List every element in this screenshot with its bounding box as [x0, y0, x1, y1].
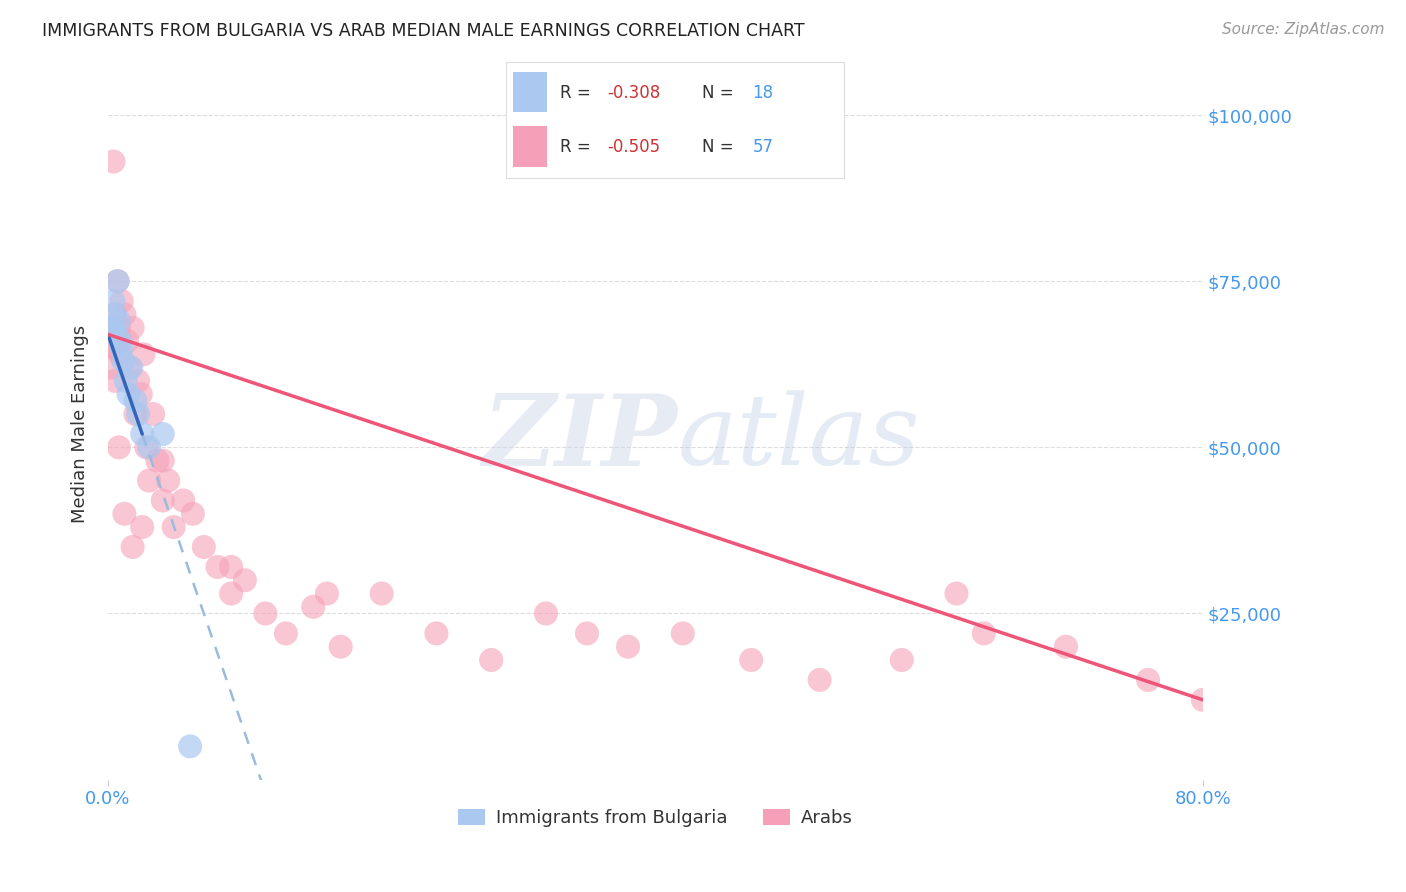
- Point: [302, 599, 325, 614]
- Text: atlas: atlas: [678, 391, 920, 486]
- Point: [146, 453, 169, 467]
- Text: IMMIGRANTS FROM BULGARIA VS ARAB MEDIAN MALE EARNINGS CORRELATION CHART: IMMIGRANTS FROM BULGARIA VS ARAB MEDIAN …: [42, 22, 804, 40]
- Point: [534, 607, 557, 621]
- Point: [233, 573, 256, 587]
- Point: [179, 739, 201, 754]
- Point: [104, 307, 127, 321]
- Point: [107, 274, 129, 288]
- Point: [142, 407, 165, 421]
- Point: [219, 560, 242, 574]
- Point: [172, 493, 194, 508]
- Point: [152, 493, 174, 508]
- Point: [1054, 640, 1077, 654]
- Point: [740, 653, 762, 667]
- Point: [316, 586, 339, 600]
- Text: N =: N =: [702, 84, 738, 102]
- Point: [890, 653, 912, 667]
- Point: [105, 341, 128, 355]
- Point: [121, 540, 143, 554]
- Y-axis label: Median Male Earnings: Median Male Earnings: [72, 325, 89, 523]
- Text: N =: N =: [702, 138, 738, 156]
- Point: [132, 347, 155, 361]
- Point: [129, 387, 152, 401]
- Point: [124, 407, 146, 421]
- Text: -0.505: -0.505: [607, 138, 661, 156]
- Point: [1137, 673, 1160, 687]
- Point: [945, 586, 967, 600]
- Point: [575, 626, 598, 640]
- Point: [479, 653, 502, 667]
- Point: [110, 334, 132, 348]
- FancyBboxPatch shape: [513, 126, 547, 167]
- Point: [108, 320, 131, 334]
- Text: ZIP: ZIP: [482, 390, 678, 486]
- Point: [138, 440, 160, 454]
- Point: [104, 374, 127, 388]
- Point: [1192, 693, 1215, 707]
- Legend: Immigrants from Bulgaria, Arabs: Immigrants from Bulgaria, Arabs: [450, 802, 860, 835]
- Point: [100, 360, 122, 375]
- Point: [107, 274, 129, 288]
- Point: [127, 407, 149, 421]
- Text: Source: ZipAtlas.com: Source: ZipAtlas.com: [1222, 22, 1385, 37]
- Text: 18: 18: [752, 84, 773, 102]
- Point: [120, 360, 142, 375]
- Text: R =: R =: [560, 84, 596, 102]
- Point: [104, 307, 127, 321]
- Point: [108, 314, 131, 328]
- Point: [108, 440, 131, 454]
- Point: [103, 294, 125, 309]
- Point: [135, 440, 157, 454]
- Point: [101, 341, 124, 355]
- Point: [103, 154, 125, 169]
- Point: [112, 354, 135, 368]
- Point: [617, 640, 640, 654]
- Point: [672, 626, 695, 640]
- Point: [219, 586, 242, 600]
- Point: [131, 520, 153, 534]
- Point: [163, 520, 186, 534]
- Point: [111, 341, 134, 355]
- Point: [121, 320, 143, 334]
- Point: [425, 626, 447, 640]
- Point: [973, 626, 995, 640]
- Text: -0.308: -0.308: [607, 84, 661, 102]
- Point: [370, 586, 392, 600]
- Point: [127, 374, 149, 388]
- Point: [808, 673, 831, 687]
- Point: [114, 374, 136, 388]
- Point: [111, 294, 134, 309]
- Point: [207, 560, 229, 574]
- Point: [117, 387, 139, 401]
- Text: 57: 57: [752, 138, 773, 156]
- Point: [124, 393, 146, 408]
- Point: [329, 640, 352, 654]
- Point: [157, 474, 180, 488]
- Point: [131, 427, 153, 442]
- Point: [115, 334, 138, 348]
- Point: [105, 327, 128, 342]
- Point: [152, 453, 174, 467]
- Point: [112, 507, 135, 521]
- Point: [181, 507, 204, 521]
- Point: [254, 607, 277, 621]
- Point: [152, 427, 174, 442]
- Text: R =: R =: [560, 138, 596, 156]
- Point: [101, 320, 124, 334]
- Point: [138, 474, 160, 488]
- Point: [193, 540, 215, 554]
- Point: [118, 360, 141, 375]
- Point: [110, 347, 132, 361]
- FancyBboxPatch shape: [513, 71, 547, 112]
- Point: [112, 307, 135, 321]
- Point: [274, 626, 297, 640]
